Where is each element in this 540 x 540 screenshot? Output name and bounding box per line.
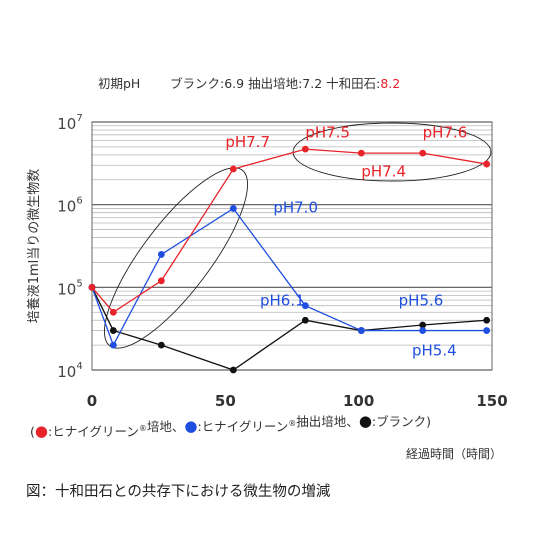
y-tick-exponent: 6 — [76, 196, 82, 207]
y-tick-label: 106 — [57, 196, 82, 216]
legend-dot-icon: ● — [184, 417, 197, 435]
data-point — [88, 283, 96, 291]
data-point — [109, 341, 117, 349]
header-condition: 十和田石: — [322, 76, 380, 91]
series-layer — [88, 145, 491, 374]
data-point — [301, 145, 309, 153]
legend-paren: ) — [426, 414, 431, 429]
y-tick-exponent: 7 — [76, 113, 82, 124]
series-line — [91, 287, 487, 371]
y-tick-label: 104 — [57, 361, 82, 381]
ph-label: pH7.6 — [423, 123, 468, 141]
data-point — [483, 160, 491, 168]
minor-gridlines — [92, 125, 492, 346]
data-point — [301, 302, 309, 310]
data-point — [357, 327, 365, 334]
plot-area — [91, 121, 493, 371]
data-point — [483, 327, 491, 334]
data-point — [301, 316, 309, 324]
plot-background — [92, 122, 492, 370]
data-point — [109, 308, 117, 316]
y-tick-exponent: 4 — [76, 361, 82, 372]
legend-paren: ( — [30, 424, 35, 439]
x-tick-labels: 0 50 100 150 — [87, 392, 508, 410]
y-tick-base: 10 — [57, 363, 76, 381]
ph-label: pH7.5 — [305, 123, 350, 141]
ph-label: pH7.0 — [273, 199, 318, 217]
legend-suffix: 培地 — [147, 419, 173, 434]
y-tick-base: 10 — [57, 115, 76, 133]
legend-label: :ヒナイグリーン — [48, 424, 139, 439]
ph-label: pH7.4 — [361, 162, 406, 180]
highlight-ellipse-growth — [103, 167, 249, 349]
ph-label: pH5.6 — [399, 292, 444, 310]
data-point — [229, 366, 237, 374]
plot-frame — [91, 121, 493, 371]
data-point — [419, 327, 427, 334]
legend-suffix: 抽出培地 — [296, 414, 347, 429]
header-condition: ブランク:6.9 — [170, 76, 244, 91]
header-condition: 8.2 — [380, 76, 400, 91]
header-condition: 抽出培地:7.2 — [244, 76, 322, 91]
x-tick-label: 100 — [343, 392, 374, 410]
data-point — [157, 341, 165, 349]
legend-registered: ® — [139, 424, 147, 433]
data-point — [157, 251, 165, 258]
x-tick-label: 50 — [215, 392, 236, 410]
ph-label: pH6.1 — [260, 292, 305, 310]
y-tick-base: 10 — [57, 198, 76, 216]
data-point — [419, 321, 427, 329]
series-line — [91, 207, 487, 347]
figure-caption: 図：十和田石との共存下における微生物の増減 — [26, 483, 331, 500]
data-point — [109, 327, 117, 334]
legend-text: (●:ヒナイグリーン®培地、●:ヒナイグリーン®抽出培地、●:ブランク) — [30, 412, 431, 440]
legend-label: :ヒナイグリーン — [197, 419, 288, 434]
y-tick-base: 10 — [57, 280, 76, 298]
legend-label: :ブランク — [372, 414, 426, 429]
x-tick-label: 0 — [87, 392, 97, 410]
ph-label: pH7.7 — [225, 133, 270, 151]
legend-dot-icon: ● — [35, 422, 48, 440]
legend-sep: 、 — [172, 419, 185, 434]
y-tick-label: 107 — [57, 113, 82, 133]
header-conditions: ブランク:6.9 抽出培地:7.2 十和田石:8.2 — [170, 76, 400, 91]
legend-dot-icon: ● — [359, 412, 372, 430]
x-axis-label: 経過時間（時間） — [406, 447, 502, 461]
ph-annotations: pH7.7 pH7.5 pH7.6 pH7.4 pH7.0 pH6.1 pH5.6 pH5.4 — [225, 123, 467, 359]
data-point — [357, 149, 365, 157]
data-point — [229, 205, 237, 212]
data-point — [419, 149, 427, 157]
series-line — [91, 148, 487, 314]
y-tick-label: 105 — [57, 278, 82, 298]
legend: (●:ヒナイグリーン®培地、●:ヒナイグリーン®抽出培地、●:ブランク) — [30, 412, 431, 440]
y-tick-exponent: 5 — [76, 278, 82, 289]
legend-registered: ® — [288, 419, 296, 428]
y-axis-label: 培養液1ml当りの微生物数 — [26, 169, 42, 324]
x-tick-label: 150 — [476, 392, 507, 410]
data-point — [229, 165, 237, 173]
legend-sep: 、 — [346, 414, 359, 429]
data-point — [483, 316, 491, 324]
header-prefix: 初期pH — [98, 76, 140, 91]
ph-label: pH5.4 — [412, 341, 457, 359]
data-point — [157, 277, 165, 285]
